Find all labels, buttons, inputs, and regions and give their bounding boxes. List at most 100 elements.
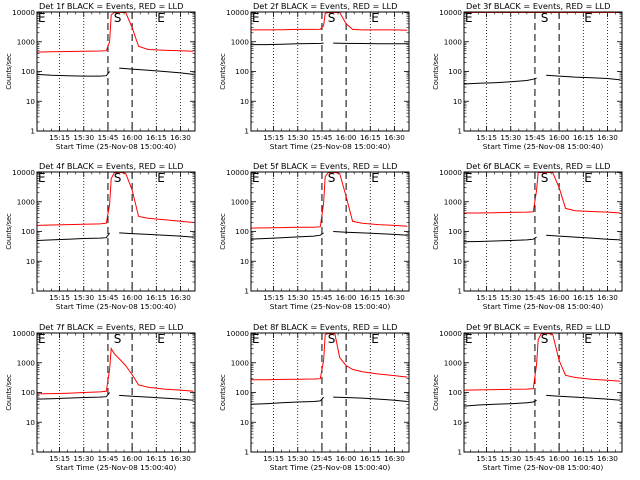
y-tick-label: 100 xyxy=(21,388,35,397)
x-tick-label: 16:15 xyxy=(573,133,594,142)
region-marker: S xyxy=(541,332,549,346)
x-tick-label: 15:30 xyxy=(73,133,94,142)
y-tick-label: 10 xyxy=(453,418,463,427)
x-tick-label: 15:15 xyxy=(263,133,284,142)
region-marker: E xyxy=(38,332,46,346)
panel-title: Det 7f BLACK = Events, RED = LLD xyxy=(39,322,183,332)
events-series-line xyxy=(119,67,194,75)
x-axis-label: Start Time (25-Nov-08 15:00:40) xyxy=(483,302,604,311)
x-tick-label: 16:30 xyxy=(597,133,618,142)
y-tick-label: 10000 xyxy=(12,329,35,338)
y-tick-label: 100 xyxy=(21,227,35,236)
y-tick-label: 1 xyxy=(244,287,249,296)
x-tick-label: 15:15 xyxy=(49,133,70,142)
y-tick-label: 1000 xyxy=(444,37,463,46)
panel-title: Det 3f BLACK = Events, RED = LLD xyxy=(466,1,610,11)
region-marker: S xyxy=(114,11,122,25)
x-axis-label: Start Time (25-Nov-08 15:00:40) xyxy=(56,142,177,151)
plot-frame xyxy=(36,332,196,453)
y-tick-label: 10 xyxy=(453,97,463,106)
y-axis-label: Counts/sec xyxy=(5,53,13,90)
x-tick-label: 15:30 xyxy=(73,293,94,302)
region-marker: E xyxy=(252,332,260,346)
events-series-line xyxy=(546,74,621,81)
plot-frame xyxy=(250,332,410,453)
region-marker: E xyxy=(371,171,379,185)
y-tick-label: 1 xyxy=(30,127,35,136)
x-tick-label: 15:45 xyxy=(312,293,333,302)
y-tick-label: 10 xyxy=(453,257,463,266)
y-tick-label: 1 xyxy=(457,127,462,136)
region-marker: E xyxy=(584,332,592,346)
y-tick-label: 1000 xyxy=(17,358,36,367)
panel-title: Det 1f BLACK = Events, RED = LLD xyxy=(39,1,183,11)
region-marker: E xyxy=(465,171,473,185)
x-tick-label: 16:30 xyxy=(384,133,405,142)
x-tick-label: 15:15 xyxy=(476,293,497,302)
x-tick-label: 15:45 xyxy=(525,133,546,142)
y-tick-label: 10000 xyxy=(226,329,249,338)
x-tick-label: 16:30 xyxy=(597,293,618,302)
y-axis-label: Counts/sec xyxy=(5,374,13,411)
y-tick-label: 10000 xyxy=(12,8,35,17)
x-tick-label: 16:00 xyxy=(336,133,357,142)
x-tick-label: 15:30 xyxy=(287,454,308,463)
y-tick-label: 100 xyxy=(448,67,462,76)
x-tick-label: 16:30 xyxy=(597,454,618,463)
y-tick-label: 1 xyxy=(244,448,249,457)
region-marker: E xyxy=(157,171,165,185)
events-series-line xyxy=(463,77,537,85)
events-series-line xyxy=(463,236,537,243)
x-tick-label: 15:30 xyxy=(287,133,308,142)
y-tick-label: 1 xyxy=(244,127,249,136)
x-tick-label: 15:15 xyxy=(263,454,284,463)
region-marker: S xyxy=(114,332,122,346)
y-tick-label: 100 xyxy=(235,227,249,236)
x-tick-label: 15:30 xyxy=(73,454,94,463)
events-series-line xyxy=(333,42,408,45)
panel-title: Det 5f BLACK = Events, RED = LLD xyxy=(253,161,397,171)
x-axis-label: Start Time (25-Nov-08 15:00:40) xyxy=(56,463,177,472)
x-tick-label: 15:15 xyxy=(476,133,497,142)
events-series-line xyxy=(250,232,324,240)
x-tick-label: 15:15 xyxy=(49,293,70,302)
region-marker: S xyxy=(328,332,336,346)
region-marker: E xyxy=(465,11,473,25)
x-tick-label: 16:15 xyxy=(360,293,381,302)
y-axis-label: Counts/sec xyxy=(219,213,227,250)
region-marker: S xyxy=(541,171,549,185)
x-tick-label: 16:00 xyxy=(336,293,357,302)
region-marker: E xyxy=(584,11,592,25)
x-tick-label: 15:45 xyxy=(98,293,119,302)
x-tick-label: 15:30 xyxy=(500,133,521,142)
y-tick-label: 1 xyxy=(30,287,35,296)
y-axis-label: Counts/sec xyxy=(219,53,227,90)
x-axis-label: Start Time (25-Nov-08 15:00:40) xyxy=(270,463,391,472)
region-marker: E xyxy=(157,11,165,25)
region-marker: E xyxy=(371,11,379,25)
y-axis-label: Counts/sec xyxy=(432,213,440,250)
x-tick-label: 15:15 xyxy=(49,454,70,463)
y-tick-label: 100 xyxy=(448,388,462,397)
region-marker: E xyxy=(38,11,46,25)
x-tick-label: 15:15 xyxy=(476,454,497,463)
region-marker: E xyxy=(38,171,46,185)
panel-title: Det 9f BLACK = Events, RED = LLD xyxy=(466,322,610,332)
x-tick-label: 16:00 xyxy=(336,454,357,463)
y-tick-label: 10 xyxy=(26,257,36,266)
region-marker: E xyxy=(584,171,592,185)
x-tick-label: 15:45 xyxy=(98,133,119,142)
plot-frame xyxy=(36,171,196,292)
y-tick-label: 1000 xyxy=(17,197,36,206)
panel-title: Det 4f BLACK = Events, RED = LLD xyxy=(39,161,183,171)
x-tick-label: 16:15 xyxy=(146,454,167,463)
y-tick-label: 1000 xyxy=(444,197,463,206)
region-marker: E xyxy=(465,332,473,346)
y-tick-label: 100 xyxy=(235,388,249,397)
